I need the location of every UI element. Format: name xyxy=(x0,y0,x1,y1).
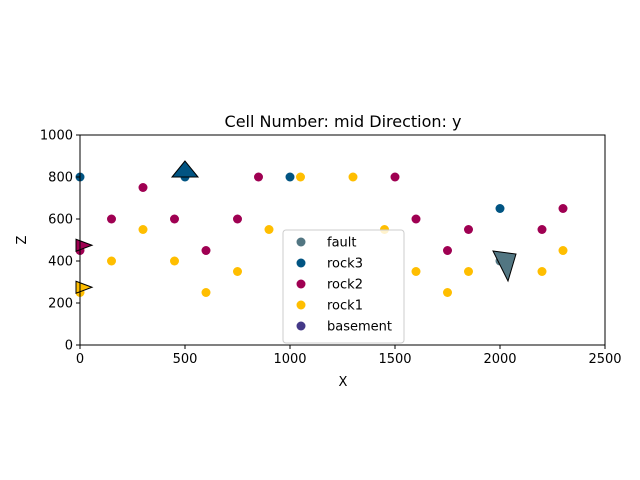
x-tick-label: 500 xyxy=(173,352,198,367)
data-point-rock2 xyxy=(201,246,211,255)
legend-box xyxy=(282,229,405,344)
data-point-rock2 xyxy=(107,214,116,224)
x-tick-label: 1000 xyxy=(273,352,306,367)
legend-label-rock3: rock3 xyxy=(327,257,363,272)
legend: fault rock3 rock2 rock1 basement xyxy=(282,229,405,344)
data-point-rock1 xyxy=(233,267,242,276)
x-tick-label: 2000 xyxy=(483,352,516,367)
data-point-rock2 xyxy=(464,225,473,234)
axes-frame xyxy=(79,134,606,346)
legend-label-rock1: rock1 xyxy=(327,299,363,314)
data-point-rock2 xyxy=(170,214,179,224)
data-point-rock1 xyxy=(443,288,452,297)
y-tick-label: 800 xyxy=(48,171,73,186)
x-axis-title: X xyxy=(339,375,348,390)
plot-area xyxy=(75,160,568,297)
orientation-marker-rock3 xyxy=(170,160,200,178)
y-tick-label: 600 xyxy=(48,213,73,228)
data-point-rock2 xyxy=(233,214,242,224)
legend-marker-fault xyxy=(296,237,306,247)
legend-marker-rock3 xyxy=(296,258,306,268)
data-point-rock2 xyxy=(390,172,400,182)
y-tick-label: 0 xyxy=(65,339,73,354)
x-tick-label: 1500 xyxy=(378,352,411,367)
chart-title: Cell Number: mid Direction: y xyxy=(225,112,462,131)
data-point-rock1 xyxy=(464,267,473,276)
data-point-rock1 xyxy=(170,256,179,266)
orientation-marker-fault xyxy=(492,250,517,283)
data-point-rock2 xyxy=(411,214,421,224)
y-axis-title: Z xyxy=(15,235,30,244)
y-tick-label: 1000 xyxy=(40,129,73,144)
legend-marker-basement xyxy=(296,321,306,331)
data-point-rock2 xyxy=(254,172,263,182)
data-point-rock2 xyxy=(537,225,547,234)
legend-marker-rock1 xyxy=(296,300,306,310)
x-tick-label: 0 xyxy=(76,352,84,367)
data-point-rock1 xyxy=(558,246,568,255)
legend-marker-rock2 xyxy=(296,279,306,289)
x-tick-label: 2500 xyxy=(588,352,621,367)
data-point-rock1 xyxy=(138,225,148,234)
data-point-rock2 xyxy=(558,204,568,213)
data-point-rock1 xyxy=(201,288,211,297)
data-point-rock2 xyxy=(443,246,452,255)
data-point-rock1 xyxy=(348,172,358,182)
y-tick-label: 400 xyxy=(48,255,73,270)
data-point-rock1 xyxy=(537,267,547,276)
data-point-rock3 xyxy=(285,172,295,182)
data-point-rock1 xyxy=(264,225,274,234)
data-point-rock1 xyxy=(296,172,305,182)
axes: 0 500 1000 1500 2000 2500 0 200 400 600 800 1000 xyxy=(40,129,622,368)
data-point-rock2 xyxy=(138,183,148,192)
data-point-rock3 xyxy=(495,204,505,213)
legend-label-fault: fault xyxy=(327,236,357,251)
legend-label-basement: basement xyxy=(327,320,392,335)
data-point-rock1 xyxy=(411,267,421,276)
data-point-rock1 xyxy=(107,256,116,266)
y-tick-label: 200 xyxy=(48,297,73,312)
legend-label-rock2: rock2 xyxy=(327,278,363,293)
